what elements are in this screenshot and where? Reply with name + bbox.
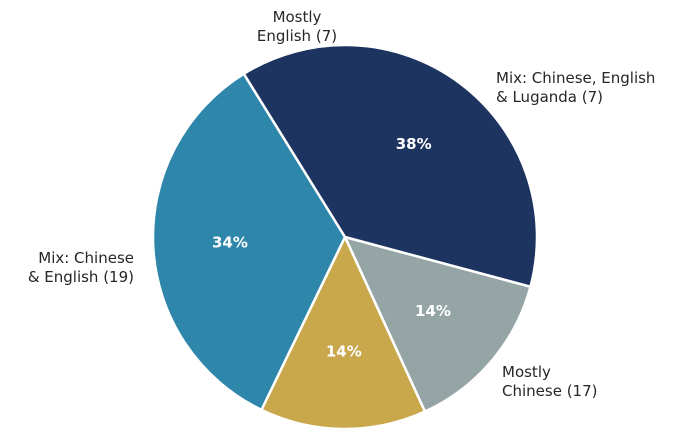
pie-slice	[151, 72, 347, 412]
slice-category-label-line: & Luganda (7)	[496, 88, 603, 106]
slice-category-label: Mostly Chinese (17)	[502, 363, 598, 400]
pie-slice	[259, 234, 427, 431]
slice-category-label: Mix: Chinese, English & Luganda (7)	[496, 69, 655, 106]
slice-percent-label: 14%	[326, 343, 362, 361]
slice-category-label-line: Mostly	[502, 363, 551, 381]
pie-percent-labels: 14% 14% 34% 38%	[212, 135, 451, 361]
slice-percent-label: 14%	[415, 302, 451, 320]
pie-category-labels: Mostly English (7)Mix: Chinese, English & …	[28, 8, 656, 400]
slice-category-label-line: English (7)	[257, 27, 337, 45]
slice-category-label-line: Chinese (17)	[502, 382, 598, 400]
slice-percent-label: 38%	[396, 135, 432, 153]
pie-slice	[342, 235, 532, 414]
pie-slices	[151, 43, 539, 431]
slice-category-label: Mostly English (7)	[257, 8, 337, 45]
slice-category-label: Mix: Chinese & English (19)	[28, 249, 134, 286]
pie-slice	[242, 43, 539, 289]
slice-category-label-line: Mix: Chinese, English	[496, 69, 655, 87]
slice-category-label-line: Mostly	[273, 8, 322, 26]
slice-category-label-line: Mix: Chinese	[38, 249, 134, 267]
slice-percent-label: 34%	[212, 234, 248, 252]
slice-category-label-line: & English (19)	[28, 268, 134, 286]
